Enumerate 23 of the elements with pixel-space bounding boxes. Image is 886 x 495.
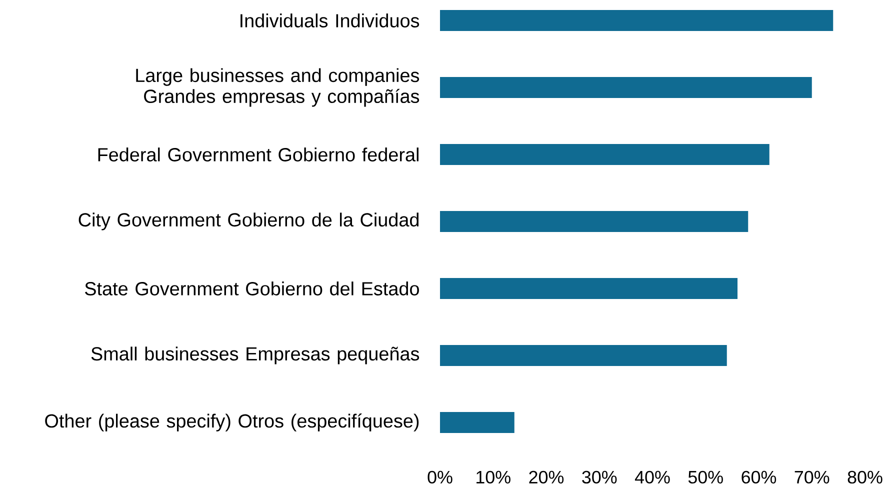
bar bbox=[440, 144, 770, 165]
x-tick-label: 0% bbox=[428, 470, 452, 484]
y-tick-label: City Government Gobierno de la Ciudad bbox=[78, 212, 419, 230]
x-tick-label: 80% bbox=[848, 470, 882, 484]
bar bbox=[440, 344, 727, 366]
bar bbox=[440, 10, 834, 31]
y-tick-label: Federal Government Gobierno federal bbox=[98, 148, 418, 162]
bar bbox=[440, 210, 748, 232]
y-tick-label: State Government Gobierno del Estado bbox=[85, 282, 419, 296]
x-tick-label: 50% bbox=[688, 470, 723, 484]
x-tick-label: 60% bbox=[742, 470, 776, 484]
y-tick-label: Other (please specify) Otros (especifíquese) bbox=[45, 414, 419, 432]
y-tick-label: Small businesses Empresas pequeñas bbox=[91, 346, 420, 364]
bar bbox=[440, 412, 514, 433]
x-tick-label: 30% bbox=[582, 470, 617, 484]
x-tick-label: 20% bbox=[529, 470, 564, 484]
x-tick-label: 70% bbox=[794, 470, 830, 484]
x-tick-label: 10% bbox=[476, 470, 510, 484]
y-tick-label: Individuals Individuos bbox=[240, 14, 420, 28]
y-tick-label: Large businesses and companies Grandes empresas y compañías bbox=[136, 68, 420, 107]
bar bbox=[440, 278, 738, 299]
x-tick-label: 40% bbox=[634, 470, 670, 484]
bar bbox=[440, 76, 812, 98]
